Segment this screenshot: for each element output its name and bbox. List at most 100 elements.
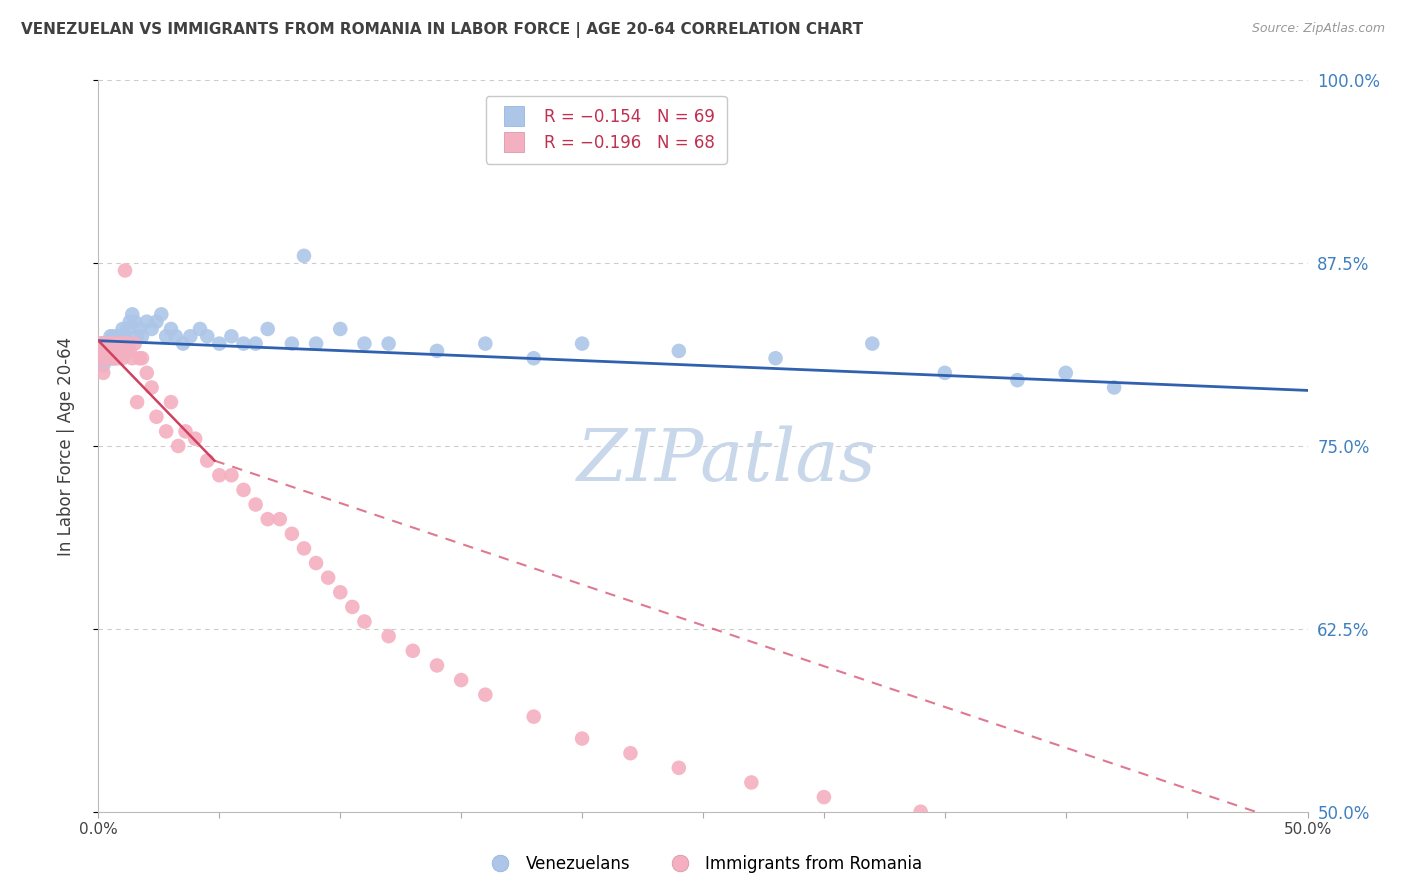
Point bbox=[426, 343, 449, 358]
Point bbox=[195, 329, 218, 343]
Point bbox=[114, 343, 136, 358]
Point bbox=[111, 351, 134, 366]
Point bbox=[100, 351, 122, 366]
Y-axis label: In Labor Force | Age 20-64: In Labor Force | Age 20-64 bbox=[56, 336, 75, 556]
Point bbox=[668, 761, 690, 775]
Point bbox=[232, 483, 254, 497]
Point bbox=[172, 336, 194, 351]
Point bbox=[1007, 373, 1029, 387]
Point bbox=[108, 343, 131, 358]
Point bbox=[740, 775, 762, 789]
Point bbox=[765, 351, 787, 366]
Point bbox=[377, 336, 399, 351]
Point bbox=[135, 366, 157, 380]
Legend: R = −0.154   N = 69, R = −0.196   N = 68: R = −0.154 N = 69, R = −0.196 N = 68 bbox=[486, 96, 727, 163]
Point bbox=[101, 336, 124, 351]
Point bbox=[208, 468, 231, 483]
Point bbox=[97, 343, 120, 358]
Point bbox=[127, 329, 149, 343]
Point bbox=[90, 351, 112, 366]
Point bbox=[232, 336, 254, 351]
Point bbox=[111, 336, 134, 351]
Point bbox=[94, 336, 117, 351]
Point bbox=[94, 336, 117, 351]
Point bbox=[114, 263, 136, 277]
Point bbox=[256, 512, 278, 526]
Point bbox=[167, 439, 190, 453]
Point bbox=[104, 343, 127, 358]
Point bbox=[97, 336, 120, 351]
Point bbox=[934, 366, 956, 380]
Point bbox=[107, 329, 129, 343]
Point bbox=[474, 336, 496, 351]
Point bbox=[90, 336, 112, 351]
Point bbox=[145, 315, 167, 329]
Point bbox=[571, 731, 593, 746]
Point bbox=[111, 336, 134, 351]
Point bbox=[195, 453, 218, 467]
Point bbox=[91, 359, 114, 373]
Point bbox=[256, 322, 278, 336]
Point bbox=[160, 395, 183, 409]
Point bbox=[128, 322, 150, 336]
Point bbox=[184, 432, 207, 446]
Point bbox=[104, 336, 127, 351]
Point bbox=[91, 343, 114, 358]
Point bbox=[104, 343, 127, 358]
Point bbox=[329, 585, 352, 599]
Point bbox=[316, 571, 339, 585]
Point bbox=[426, 658, 449, 673]
Point bbox=[131, 351, 153, 366]
Point bbox=[118, 315, 141, 329]
Point bbox=[101, 343, 124, 358]
Point bbox=[127, 395, 149, 409]
Point bbox=[165, 329, 187, 343]
Point bbox=[353, 336, 375, 351]
Point bbox=[100, 351, 122, 366]
Point bbox=[135, 315, 157, 329]
Point bbox=[179, 329, 201, 343]
Point bbox=[101, 351, 124, 366]
Point bbox=[221, 329, 243, 343]
Point bbox=[174, 425, 197, 439]
Point bbox=[910, 805, 932, 819]
Point bbox=[292, 249, 315, 263]
Point bbox=[245, 498, 267, 512]
Point bbox=[145, 409, 167, 424]
Point bbox=[100, 336, 122, 351]
Point bbox=[128, 351, 150, 366]
Point bbox=[141, 380, 163, 394]
Point bbox=[94, 343, 117, 358]
Point bbox=[97, 336, 120, 351]
Point bbox=[124, 336, 146, 351]
Point bbox=[107, 336, 129, 351]
Point bbox=[1054, 366, 1077, 380]
Point bbox=[100, 343, 122, 358]
Point bbox=[91, 336, 114, 351]
Point bbox=[619, 746, 641, 760]
Point bbox=[450, 673, 472, 687]
Point bbox=[305, 556, 328, 570]
Point bbox=[108, 343, 131, 358]
Point bbox=[281, 336, 304, 351]
Point bbox=[117, 336, 139, 351]
Point bbox=[155, 425, 177, 439]
Point bbox=[269, 512, 291, 526]
Point bbox=[188, 322, 211, 336]
Point bbox=[107, 351, 129, 366]
Point bbox=[668, 343, 690, 358]
Point bbox=[97, 343, 120, 358]
Point bbox=[245, 336, 267, 351]
Point bbox=[94, 343, 117, 358]
Point bbox=[100, 343, 122, 358]
Point bbox=[1102, 380, 1125, 394]
Point bbox=[474, 688, 496, 702]
Point bbox=[114, 329, 136, 343]
Point bbox=[118, 343, 141, 358]
Point bbox=[108, 336, 131, 351]
Point bbox=[101, 351, 124, 366]
Point bbox=[97, 351, 120, 366]
Point bbox=[94, 351, 117, 366]
Point bbox=[91, 366, 114, 380]
Legend: Venezuelans, Immigrants from Romania: Venezuelans, Immigrants from Romania bbox=[477, 848, 929, 880]
